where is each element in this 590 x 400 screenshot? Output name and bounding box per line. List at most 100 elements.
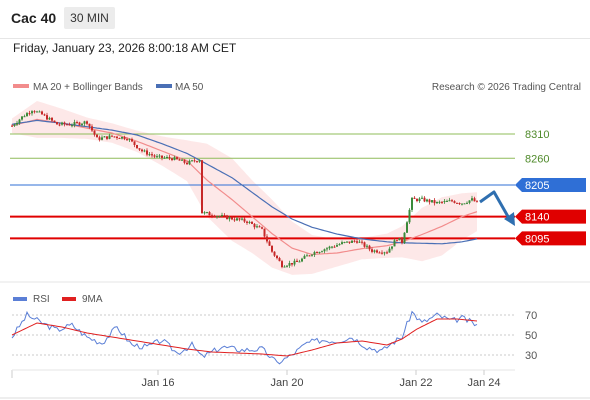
candle-body: [391, 246, 393, 249]
candle-body: [58, 124, 61, 126]
candle-body: [176, 157, 178, 160]
candle-body: [63, 122, 66, 125]
x-axis-ticks: Jan 16 Jan 20 Jan 22 Jan 24: [141, 370, 501, 389]
candle-body: [253, 223, 256, 228]
candle-body: [376, 250, 378, 253]
candle-body: [258, 226, 261, 228]
candle-body: [31, 111, 33, 114]
research-watermark: Research © 2026 Trading Central: [432, 82, 581, 93]
candle-body: [41, 111, 43, 115]
candle-body: [298, 261, 301, 263]
candle-body: [206, 212, 208, 214]
candle-body: [248, 221, 251, 223]
x-tick-label: Jan 16: [141, 377, 174, 389]
candle-body: [443, 201, 446, 203]
candle-body: [476, 201, 478, 203]
candle-body: [136, 144, 138, 149]
candle-body: [421, 197, 423, 199]
candle-body: [161, 155, 163, 158]
candle-body: [436, 201, 438, 204]
candle-body: [171, 158, 173, 161]
candle-body: [288, 263, 291, 266]
candle-body: [451, 200, 453, 202]
candle-body: [146, 150, 148, 155]
candle-body: [321, 251, 323, 253]
candle-body: [313, 252, 316, 255]
candle-body: [131, 139, 133, 142]
candle-body: [458, 203, 461, 205]
candle-body: [318, 251, 321, 253]
legend-9ma-label: 9MA: [82, 294, 103, 305]
candle-body: [23, 116, 26, 118]
candle-body: [53, 120, 56, 123]
candle-body: [211, 215, 213, 217]
candle-body: [401, 238, 403, 243]
candle-body: [83, 121, 86, 124]
candle-body: [36, 111, 38, 113]
candle-body: [368, 245, 371, 250]
level-label-8140: 8140: [525, 212, 549, 224]
candle-body: [243, 218, 246, 222]
candle-body: [356, 241, 358, 243]
candle-body: [338, 244, 341, 246]
candle-body: [81, 123, 83, 125]
candle-body: [118, 137, 121, 139]
x-tick-label: Jan 24: [467, 377, 500, 389]
level-label-8095: 8095: [525, 233, 549, 245]
candle-body: [281, 261, 283, 268]
candle-body: [266, 236, 268, 242]
candle-body: [396, 240, 398, 242]
candle-body: [276, 255, 278, 259]
candle-body: [296, 260, 298, 262]
candle-body: [273, 251, 276, 256]
candle-body: [43, 114, 46, 116]
timeframe-badge[interactable]: 30 MIN: [64, 7, 115, 29]
candle-body: [221, 215, 223, 217]
candle-body: [438, 201, 441, 203]
candle-body: [346, 241, 348, 243]
candle-body: [26, 113, 28, 117]
candle-body: [73, 122, 76, 126]
candle-body: [383, 252, 386, 254]
candle-body: [48, 117, 51, 120]
candle-body: [111, 135, 113, 137]
level-label-8310: 8310: [525, 129, 549, 141]
candle-body: [373, 250, 376, 252]
rsi-lines: [11, 310, 478, 365]
candle-body: [293, 260, 296, 265]
candle-body: [271, 245, 273, 252]
candle-body: [411, 197, 413, 210]
candle-body: [261, 227, 263, 229]
rsi-legend: RSI 9MA: [13, 294, 103, 305]
candle-body: [121, 136, 123, 139]
candle-body: [416, 198, 418, 202]
candle-body: [341, 242, 343, 245]
rsi-tick-30: 30: [525, 350, 537, 362]
candle-body: [433, 200, 436, 204]
forecast-arrow-head: [504, 212, 515, 226]
candle-body: [193, 160, 196, 162]
candle-body: [46, 115, 48, 120]
candle-body: [143, 150, 146, 152]
candle-body: [336, 245, 338, 247]
candle-body: [303, 255, 306, 259]
candle-body: [38, 111, 41, 113]
candle-body: [71, 125, 73, 127]
candle-body: [216, 216, 218, 218]
candle-body: [278, 258, 281, 262]
candle-body: [316, 252, 318, 254]
forecast-arrow: [479, 190, 515, 226]
candle-body: [366, 245, 368, 247]
candle-body: [351, 240, 353, 243]
candle-body: [113, 136, 116, 138]
candle-body: [16, 123, 18, 125]
candle-body: [286, 265, 288, 267]
candle-body: [473, 198, 476, 202]
candle-body: [386, 252, 388, 254]
candle-body: [191, 160, 193, 162]
candle-body: [408, 209, 411, 223]
candle-body: [308, 255, 311, 257]
candle-body: [186, 162, 188, 165]
rsi-ma-line: [11, 318, 478, 357]
